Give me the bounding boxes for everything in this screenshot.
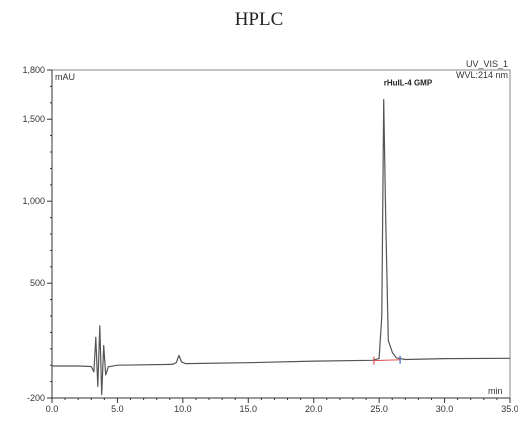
x-tick-label: 20.0	[305, 404, 323, 414]
y-tick-label: 1,800	[22, 65, 45, 75]
x-tick-label: 5.0	[111, 404, 124, 414]
wavelength-label: WVL:214 nm	[456, 70, 508, 80]
plot-frame	[51, 69, 511, 399]
chromatogram-line	[52, 98, 511, 396]
x-axis-ticks: 0.0 5.0 10.0 15.0 20.0 25.0 30.0 35.0	[46, 398, 518, 414]
series-layer	[52, 98, 511, 396]
y-axis-unit-label: mAU	[55, 72, 75, 82]
x-tick-label: 15.0	[240, 404, 258, 414]
x-tick-label: 10.0	[174, 404, 192, 414]
baseline-marks	[373, 355, 401, 365]
channel-label: UV_VIS_1	[466, 59, 508, 69]
baseline-segment	[373, 359, 401, 362]
y-tick-label: -200	[27, 393, 45, 403]
y-axis-ticks: -200 500 1,000 1,500 1,800	[22, 65, 52, 403]
x-tick-label: 30.0	[436, 404, 454, 414]
peak-label: rHuIL-4 GMP	[384, 79, 433, 88]
x-tick-label: 25.0	[370, 404, 388, 414]
y-tick-label: 1,000	[22, 196, 45, 206]
y-tick-label: 1,500	[22, 114, 45, 124]
chart-title: HPLC	[234, 9, 284, 30]
x-axis-unit-label: min	[488, 386, 503, 396]
x-tick-label: 0.0	[46, 404, 59, 414]
x-tick-label: 35.0	[501, 404, 518, 414]
y-tick-label: 500	[30, 278, 45, 288]
